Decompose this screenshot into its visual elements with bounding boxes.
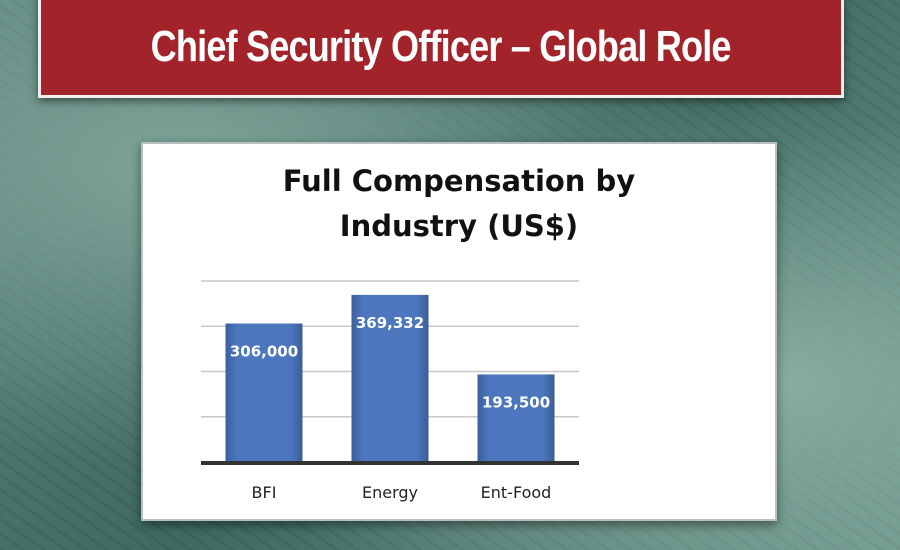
bar-bfi: [225, 323, 303, 462]
bar-chart: Full Compensation by Industry (US$) 306,…: [201, 164, 636, 502]
banner-title: Chief Security Officer – Global Role: [151, 22, 732, 71]
data-label: 306,000: [230, 343, 298, 361]
bar-energy: [351, 294, 429, 462]
category-label: Energy: [362, 483, 418, 502]
title-banner: Chief Security Officer – Global Role: [38, 0, 844, 98]
category-label: Ent-Food: [481, 483, 552, 502]
category-label: BFI: [252, 483, 277, 502]
data-label: 193,500: [482, 393, 550, 411]
chart-panel: Full Compensation by Industry (US$) 306,…: [141, 142, 777, 521]
chart-title-line-1: Full Compensation by: [283, 164, 636, 198]
chart-title-line-2: Industry (US$): [340, 209, 578, 243]
data-label: 369,332: [356, 314, 424, 332]
bar-ent-food: [477, 374, 555, 462]
